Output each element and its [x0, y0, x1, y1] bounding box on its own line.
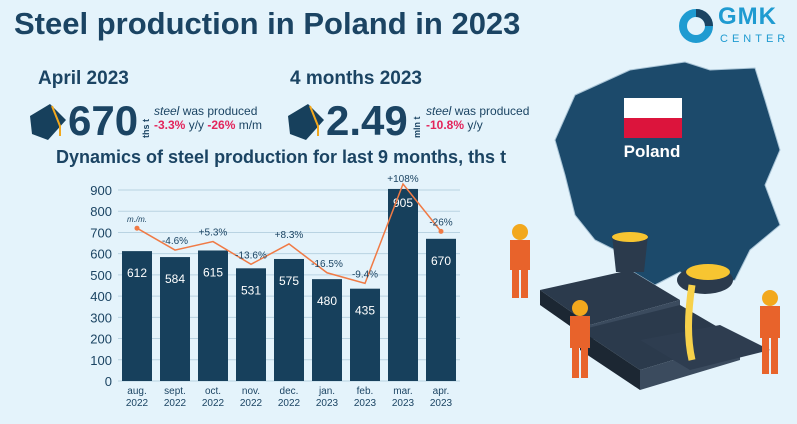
- ladle-icon: [612, 232, 648, 272]
- bar-value-label: 531: [241, 283, 261, 297]
- x-tick-label: 2022: [278, 398, 301, 409]
- logo-name: GMK: [718, 3, 777, 30]
- bar: [198, 250, 228, 381]
- mm-point: [134, 225, 140, 231]
- x-tick-label: 2022: [126, 398, 149, 409]
- flag-white: [624, 98, 682, 118]
- bar-value-label: 480: [317, 294, 337, 308]
- four-months-change: -10.8% y/y: [426, 118, 483, 132]
- mm-point: [438, 228, 444, 234]
- mm-label: +8.3%: [275, 230, 304, 241]
- april-change: -3.3% y/y -26% m/m: [154, 118, 263, 132]
- april-desc: steel was produced: [154, 104, 258, 118]
- x-tick-label: dec.: [280, 386, 299, 397]
- worker-icon: [760, 290, 780, 374]
- bar-value-label: 435: [355, 304, 375, 318]
- steel-ingot-icon: [288, 104, 324, 140]
- bar: [160, 257, 190, 381]
- chart-title: Dynamics of steel production for last 9 …: [56, 147, 507, 167]
- map-label: Poland: [624, 142, 681, 161]
- x-tick-label: 2023: [430, 398, 453, 409]
- x-tick-label: 2023: [392, 398, 415, 409]
- mm-label: +108%: [387, 174, 419, 185]
- pouring-ladle-icon: [677, 264, 733, 361]
- bar: [426, 238, 456, 381]
- mm-label: m./m.: [127, 215, 147, 224]
- flag-red: [624, 118, 682, 138]
- x-tick-label: mar.: [393, 386, 412, 397]
- mm-label: -9.4%: [352, 269, 378, 280]
- y-tick-label: 200: [90, 332, 112, 347]
- x-tick-label: oct.: [205, 386, 221, 397]
- y-tick-label: 600: [90, 247, 112, 262]
- x-tick-label: nov.: [242, 386, 260, 397]
- y-tick-label: 800: [90, 204, 112, 219]
- bar-value-label: 612: [127, 266, 147, 280]
- poland-map-illustration: Poland: [510, 61, 781, 390]
- page-title: Steel production in Poland in 2023: [14, 6, 521, 41]
- x-tick-label: sept.: [164, 386, 186, 397]
- x-tick-label: 2023: [354, 398, 377, 409]
- x-tick-label: 2022: [202, 398, 225, 409]
- four-months-unit: mln t: [412, 116, 422, 139]
- x-tick-label: 2022: [164, 398, 187, 409]
- mm-label: -13.6%: [235, 250, 267, 261]
- bar: [122, 251, 152, 381]
- april-value: 670: [68, 97, 139, 144]
- bar-value-label: 584: [165, 272, 185, 286]
- x-tick-label: apr.: [433, 386, 450, 397]
- y-tick-label: 400: [90, 289, 112, 304]
- bar-value-label: 670: [431, 254, 451, 268]
- y-tick-label: 500: [90, 268, 112, 283]
- bar-value-label: 575: [279, 274, 299, 288]
- four-months-value: 2.49: [326, 97, 408, 144]
- bar: [312, 279, 342, 381]
- gmk-logo-icon: [679, 9, 713, 43]
- bar: [236, 268, 266, 381]
- four-months-heading: 4 months 2023: [290, 68, 422, 89]
- poland-map: [554, 61, 781, 291]
- x-tick-label: aug.: [127, 386, 146, 397]
- worker-icon: [510, 224, 530, 298]
- april-unit: ths t: [141, 119, 151, 138]
- april-heading: April 2023: [38, 68, 129, 89]
- y-tick-label: 0: [105, 374, 112, 389]
- y-tick-label: 100: [90, 353, 112, 368]
- worker-icon: [570, 300, 590, 378]
- bar-value-label: 905: [393, 196, 413, 210]
- x-tick-label: 2023: [316, 398, 339, 409]
- x-tick-label: feb.: [357, 386, 374, 397]
- logo-sub: CENTER: [720, 33, 790, 45]
- x-tick-label: jan.: [318, 386, 335, 397]
- bar-value-label: 615: [203, 265, 223, 279]
- mm-label: +5.3%: [199, 228, 228, 239]
- mm-label: -16.5%: [311, 259, 343, 270]
- y-tick-label: 700: [90, 225, 112, 240]
- bar: [274, 258, 304, 381]
- bar: [388, 188, 418, 381]
- mm-label: -4.6%: [162, 236, 188, 247]
- mm-line: [136, 182, 442, 285]
- bar-chart: 0100200300400500600700800900612aug.20225…: [90, 174, 460, 409]
- y-tick-label: 300: [90, 310, 112, 325]
- mm-label: -26%: [429, 217, 452, 228]
- y-tick-label: 900: [90, 183, 112, 198]
- steel-ingot-icon: [30, 104, 66, 140]
- x-tick-label: 2022: [240, 398, 263, 409]
- four-months-desc: steel was produced: [426, 104, 530, 118]
- bar: [350, 288, 380, 381]
